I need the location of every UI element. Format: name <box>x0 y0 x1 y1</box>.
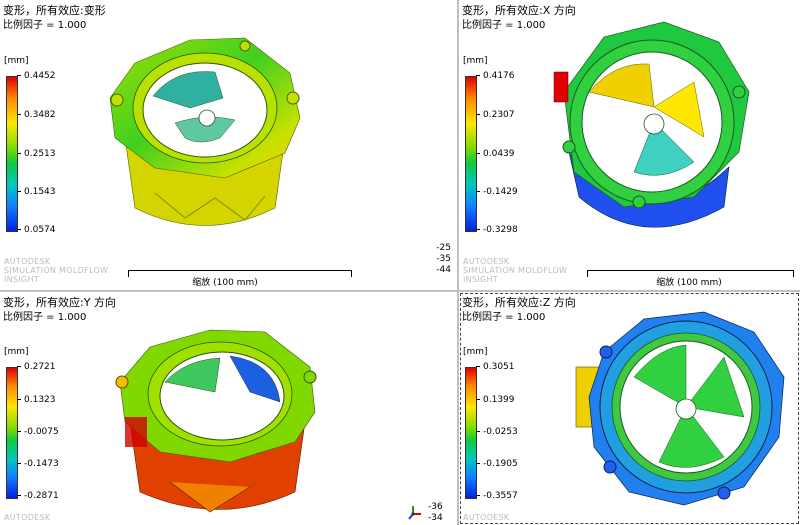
viewport-deflection-total[interactable]: 变形，所有效应:变形 比例因子 = 1.000 [mm] 0.4452 0.34… <box>0 0 457 290</box>
scale-bar-label: 缩放 (100 mm) <box>192 278 258 288</box>
legend-value: -0.3298 <box>476 225 518 235</box>
unit-label: [mm] <box>463 56 488 66</box>
legend-value: -0.0253 <box>476 427 518 437</box>
viewport-deflection-x[interactable]: 变形，所有效应:X 方向 比例因子 = 1.000 [mm] 0.4176 0.… <box>459 0 800 290</box>
legend-value: 0.2307 <box>476 110 515 120</box>
scale-factor: 比例因子 = 1.000 <box>3 20 87 31</box>
view-rotation-readout: -36 -34 <box>428 502 443 523</box>
viewport-deflection-z[interactable]: 变形，所有效应:Z 方向 比例因子 = 1.000 [mm] 0.3051 0.… <box>459 292 800 525</box>
scale-bar-label: 缩放 (100 mm) <box>656 278 722 288</box>
scale-factor: 比例因子 = 1.000 <box>462 20 546 31</box>
unit-label: [mm] <box>463 347 488 357</box>
legend-value: 0.3482 <box>17 110 56 120</box>
molded-part-model[interactable] <box>110 322 330 522</box>
watermark: AUTODESK <box>463 513 510 522</box>
legend-value: 0.4176 <box>476 71 515 81</box>
watermark: AUTODESK SIMULATION MOLDFLOW INSIGHT <box>4 257 109 284</box>
molded-part-model[interactable] <box>95 28 315 238</box>
unit-label: [mm] <box>4 347 29 357</box>
result-title: 变形，所有效应:Y 方向 <box>3 296 116 309</box>
legend-value: 0.0574 <box>17 225 56 235</box>
legend-value: -0.1473 <box>17 459 59 469</box>
legend-value: 0.1543 <box>17 187 56 197</box>
scale-factor: 比例因子 = 1.000 <box>462 312 546 323</box>
result-title: 变形，所有效应:Z 方向 <box>462 296 576 309</box>
scale-factor: 比例因子 = 1.000 <box>3 312 87 323</box>
result-title: 变形，所有效应:变形 <box>3 4 106 17</box>
viewport-deflection-y[interactable]: 变形，所有效应:Y 方向 比例因子 = 1.000 [mm] 0.2721 0.… <box>0 292 457 525</box>
legend-value: 0.2513 <box>17 149 56 159</box>
watermark: AUTODESK SIMULATION MOLDFLOW INSIGHT <box>463 257 568 284</box>
watermark: AUTODESK <box>4 513 51 522</box>
molded-part-model[interactable] <box>574 307 794 512</box>
legend-value: -0.3557 <box>476 491 518 501</box>
legend-value: 0.0439 <box>476 149 515 159</box>
legend-value: 0.1399 <box>476 395 515 405</box>
unit-label: [mm] <box>4 56 29 66</box>
molded-part-model[interactable] <box>544 12 759 237</box>
scale-bar <box>587 270 794 277</box>
legend-value: 0.2721 <box>17 362 56 372</box>
view-rotation-readout: -25 -35 -44 <box>436 243 451 275</box>
legend-value: -0.0075 <box>17 427 59 437</box>
axis-triad-icon <box>408 506 421 520</box>
legend-value: -0.1429 <box>476 187 518 197</box>
result-title: 变形，所有效应:X 方向 <box>462 4 576 17</box>
legend-value: 0.3051 <box>476 362 515 372</box>
legend-value: -0.1905 <box>476 459 518 469</box>
legend-value: 0.1323 <box>17 395 56 405</box>
scale-bar <box>128 270 352 277</box>
legend-value: 0.4452 <box>17 71 56 81</box>
legend-value: -0.2871 <box>17 491 59 501</box>
